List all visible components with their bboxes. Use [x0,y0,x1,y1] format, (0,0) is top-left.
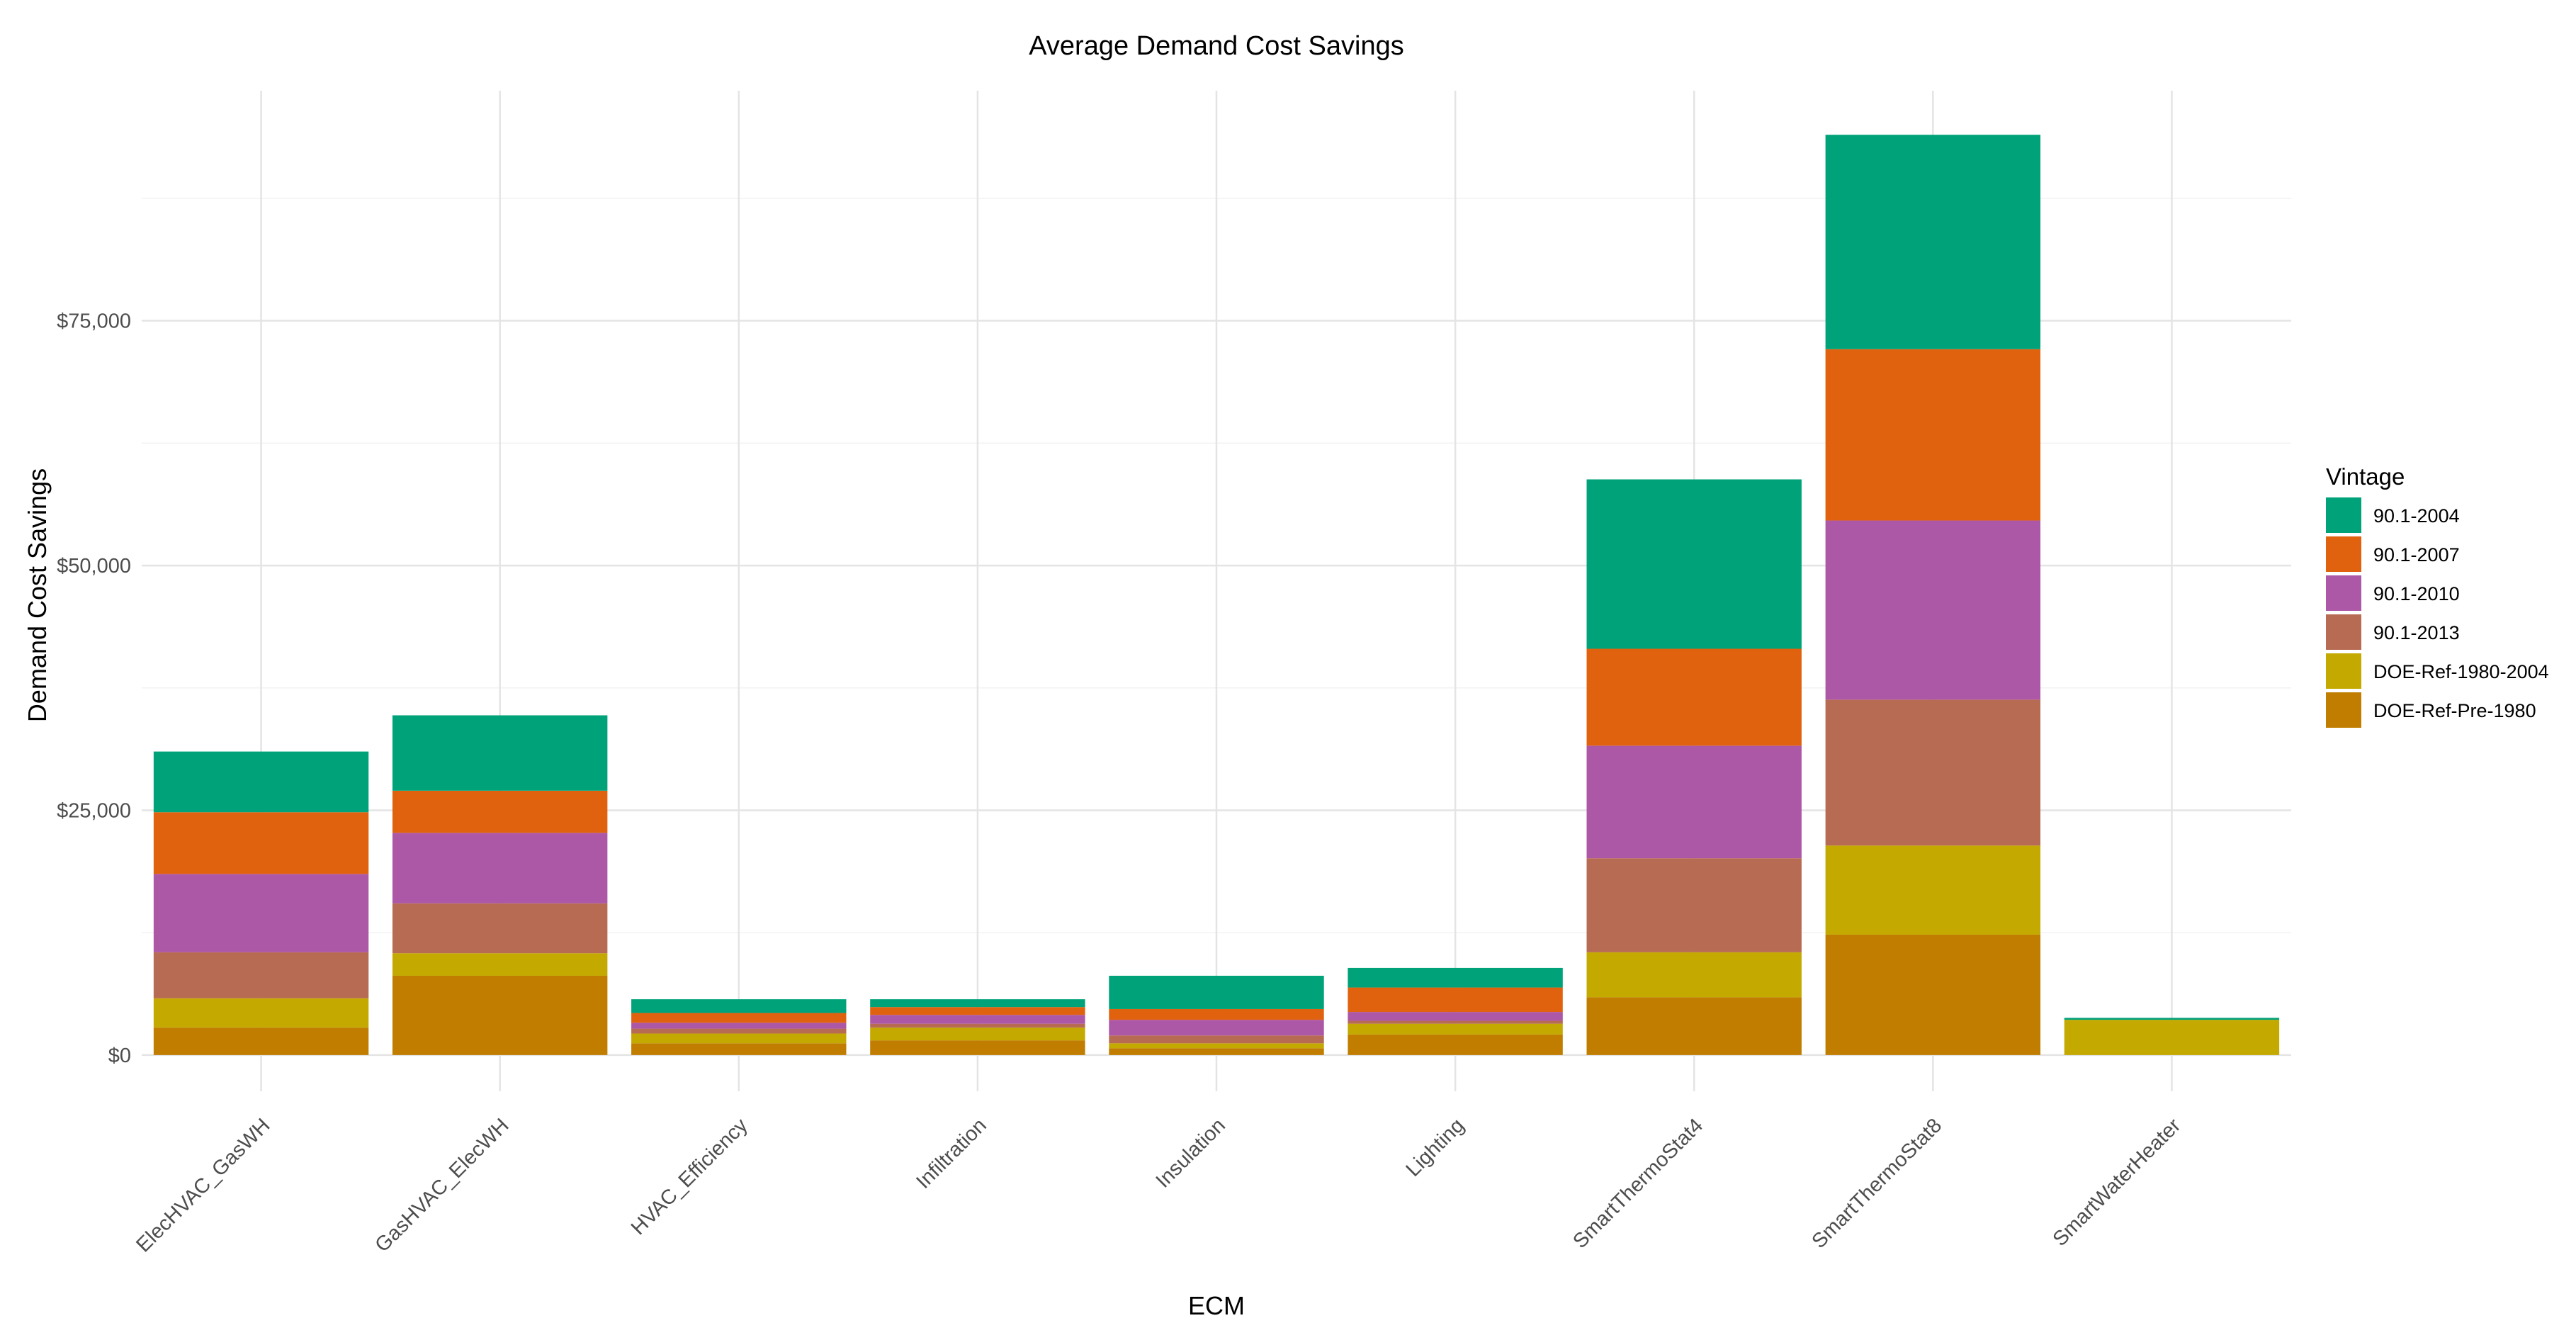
bar-segment [1109,1043,1324,1049]
bar-segment [392,903,608,954]
bar-segment [870,999,1085,1008]
bar-segment [631,1028,847,1034]
bar-segment [1109,975,1324,1009]
chart-title: Average Demand Cost Savings [1029,31,1403,61]
x-tick-label: ElecHVAC_GasWH [132,1114,274,1256]
bar-segment [1825,845,2041,935]
bars [153,135,2280,1055]
bar-segment [1586,745,1802,859]
legend-label: DOE-Ref-Pre-1980 [2373,700,2536,721]
bar-segment [1109,1008,1324,1020]
legend-swatch [2326,575,2361,611]
bar-segment [1348,1034,1563,1055]
legend-swatch [2326,614,2361,650]
bar-segment [1586,952,1802,998]
y-tick-label: $0 [108,1045,131,1067]
bar-segment [1348,987,1563,1013]
bar-segment [1348,1023,1563,1035]
bar-segment [1348,1020,1563,1024]
x-tick-label: SmartWaterHeater [2049,1114,2186,1251]
bar-segment [870,1028,1085,1041]
bar-segment [153,1028,369,1055]
bar-segment [1586,479,1802,649]
bar-segment [392,833,608,903]
x-tick-label: Insulation [1152,1114,1230,1192]
bar-segment [1348,1012,1563,1021]
bar-segment [153,998,369,1028]
legend-label: DOE-Ref-1980-2004 [2373,661,2549,682]
legend-label: 90.1-2007 [2373,544,2460,565]
x-tick-label: Lighting [1402,1114,1469,1181]
bar-segment [1109,1048,1324,1055]
legend-label: 90.1-2010 [2373,583,2460,604]
x-tick-label: Infiltration [912,1114,991,1193]
legend-swatch [2326,497,2361,533]
bar-segment [631,1043,847,1055]
bar-segment [153,874,369,952]
bar-segment [153,812,369,874]
x-tick-label: SmartThermoStat4 [1569,1114,1707,1253]
legend-swatch [2326,653,2361,689]
bar-segment [631,1033,847,1044]
legend: Vintage 90.1-2004 90.1-2007 90.1-2010 90.1-… [2326,463,2549,728]
x-tick-label: GasHVAC_ElecWH [371,1114,513,1256]
bar-segment [631,1013,847,1023]
bar-segment [1825,934,2041,1055]
bar-segment [392,790,608,833]
bar-segment [1586,648,1802,746]
x-axis-title: ECM [1188,1291,1245,1320]
bar-segment [1109,1035,1324,1044]
bar-segment [1825,349,2041,521]
x-tick-label: SmartThermoStat8 [1807,1114,1946,1253]
bar-segment [631,999,847,1013]
bar-segment [153,751,369,813]
y-axis-title: Demand Cost Savings [23,468,52,722]
bar-segment [870,1015,1085,1024]
bar-segment [870,1040,1085,1055]
legend-label: 90.1-2004 [2373,505,2460,527]
bar-segment [631,1023,847,1029]
bar-segment [1586,997,1802,1055]
bar-segment [1109,1020,1324,1036]
bar-segment [870,1023,1085,1028]
bar-segment [2064,1018,2280,1020]
y-tick-label: $25,000 [57,799,131,822]
bar-segment [2064,1020,2280,1055]
bar-segment [870,1007,1085,1015]
bar-segment [153,952,369,998]
x-tick-label: HVAC_Efficiency [627,1114,752,1239]
y-tick-label: $50,000 [57,555,131,578]
legend-swatch [2326,536,2361,572]
legend-label: 90.1-2013 [2373,622,2460,643]
legend-title: Vintage [2326,463,2405,490]
bar-segment [392,953,608,976]
bar-segment [392,975,608,1055]
y-tick-label: $75,000 [57,310,131,333]
bar-segment [1586,858,1802,952]
x-axis-ticks: ElecHVAC_GasWH GasHVAC_ElecWH HVAC_Efficie… [132,1114,2185,1257]
bar-segment [1825,699,2041,846]
y-axis-ticks: $0 $25,000 $50,000 $75,000 [57,310,131,1067]
bar-segment [392,715,608,791]
bar-segment [1348,967,1563,988]
bar-segment [1825,135,2041,349]
legend-swatch [2326,692,2361,728]
bar-segment [1825,520,2041,700]
